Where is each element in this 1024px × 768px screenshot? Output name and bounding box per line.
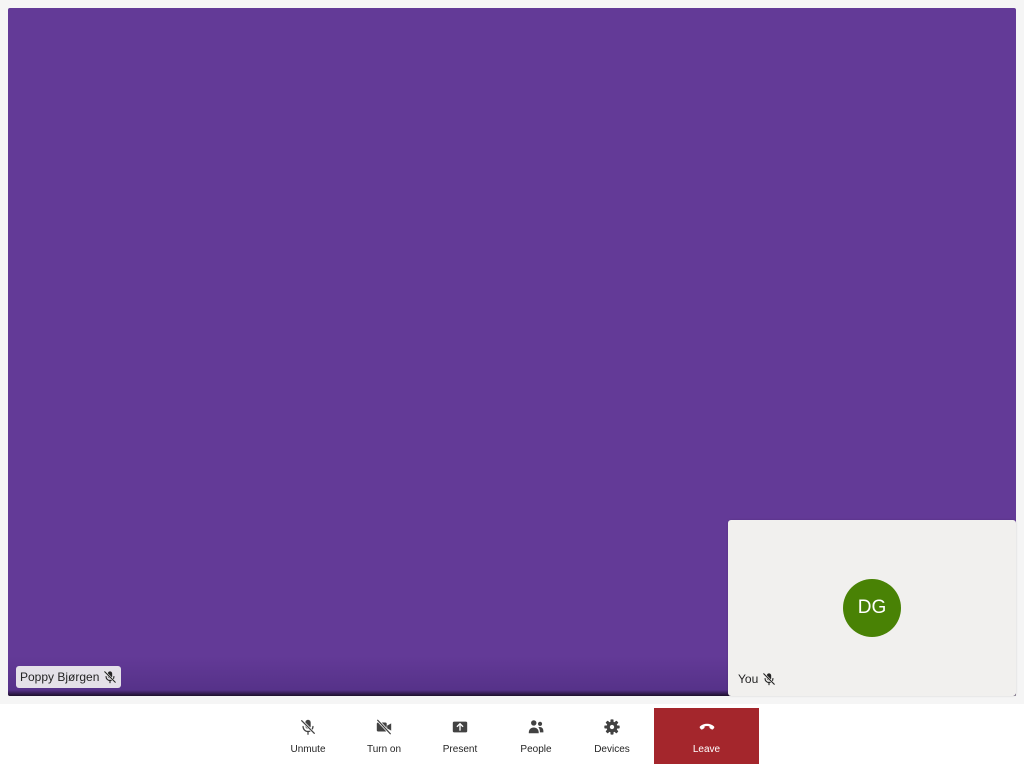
self-view-tile: DG You: [728, 520, 1016, 696]
people-icon: [527, 718, 545, 739]
self-label: You: [738, 672, 759, 686]
camera-label: Turn on: [366, 743, 402, 755]
main-participant-name-tag: Poppy Bjørgen: [16, 666, 122, 688]
camera-off-icon: [375, 718, 393, 739]
mic-off-icon: [103, 670, 117, 684]
hang-up-icon: [698, 718, 716, 739]
call-controls: Unmute Turn on Present: [270, 708, 759, 764]
present-label: Present: [442, 743, 478, 755]
main-participant-name: Poppy Bjørgen: [20, 670, 100, 684]
devices-button[interactable]: Devices: [574, 708, 650, 764]
unmute-button[interactable]: Unmute: [270, 708, 346, 764]
present-button[interactable]: Present: [422, 708, 498, 764]
mic-off-icon: [762, 672, 776, 686]
meeting-stage: Poppy Bjørgen DG You: [8, 8, 1016, 696]
unmute-label: Unmute: [290, 743, 326, 755]
leave-button[interactable]: Leave: [654, 708, 759, 764]
share-screen-icon: [451, 718, 469, 739]
call-controls-toolbar: Unmute Turn on Present: [0, 704, 1024, 768]
people-label: People: [520, 743, 552, 755]
self-name-tag: You: [738, 672, 776, 686]
leave-label: Leave: [692, 743, 721, 755]
mic-off-icon: [299, 718, 317, 739]
people-button[interactable]: People: [498, 708, 574, 764]
camera-button[interactable]: Turn on: [346, 708, 422, 764]
devices-label: Devices: [594, 743, 630, 755]
avatar: DG: [843, 579, 901, 637]
gear-icon: [603, 718, 621, 739]
